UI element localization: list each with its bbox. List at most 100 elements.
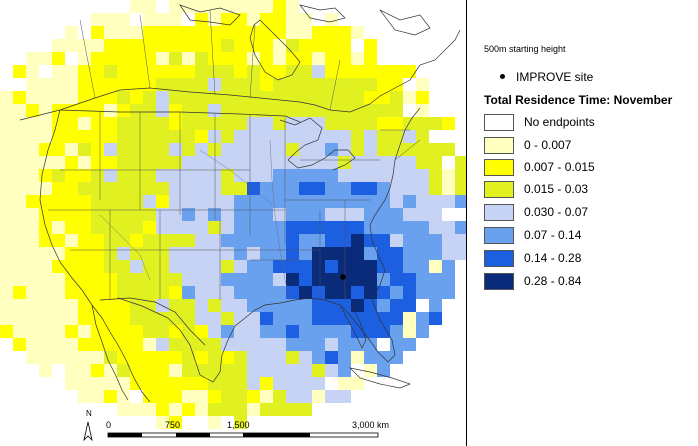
grid-cell — [325, 221, 338, 234]
grid-cell — [364, 234, 377, 247]
grid-cell — [247, 117, 260, 130]
grid-cell — [416, 91, 429, 104]
grid-cell — [39, 104, 52, 117]
grid-cell — [312, 91, 325, 104]
grid-cell — [117, 13, 130, 26]
grid-cell — [377, 143, 390, 156]
grid-cell — [182, 208, 195, 221]
grid-cell — [195, 234, 208, 247]
grid-cell — [208, 156, 221, 169]
grid-cell — [273, 26, 286, 39]
scale-tick-750: 750 — [165, 420, 180, 430]
grid-cell — [416, 78, 429, 91]
grid-cell — [156, 234, 169, 247]
grid-cell — [0, 234, 13, 247]
grid-cell — [221, 208, 234, 221]
grid-cell — [65, 26, 78, 39]
grid-cell — [65, 117, 78, 130]
grid-cell — [390, 143, 403, 156]
grid-cell — [260, 364, 273, 377]
grid-cell — [312, 377, 325, 390]
grid-cell — [312, 364, 325, 377]
grid-cell — [455, 156, 466, 169]
grid-cell — [455, 182, 466, 195]
grid-cell — [234, 104, 247, 117]
grid-cell — [208, 169, 221, 182]
grid-cell — [325, 182, 338, 195]
grid-cell — [78, 156, 91, 169]
grid-cell — [416, 130, 429, 143]
grid-cell — [91, 39, 104, 52]
grid-cell — [273, 156, 286, 169]
grid-cell — [65, 130, 78, 143]
grid-cell — [182, 390, 195, 403]
grid-cell — [442, 195, 455, 208]
grid-cell — [52, 247, 65, 260]
grid-cell — [338, 143, 351, 156]
grid-cell — [39, 195, 52, 208]
grid-cell — [117, 338, 130, 351]
grid-cell — [13, 65, 26, 78]
grid-cell — [299, 182, 312, 195]
grid-cell — [117, 104, 130, 117]
grid-cell — [91, 13, 104, 26]
grid-cell — [299, 195, 312, 208]
legend-swatch — [484, 159, 514, 176]
grid-cell — [91, 156, 104, 169]
grid-cell — [78, 130, 91, 143]
grid-cell — [377, 312, 390, 325]
grid-cell — [377, 156, 390, 169]
grid-cell — [91, 377, 104, 390]
grid-cell — [273, 390, 286, 403]
grid-cell — [273, 364, 286, 377]
grid-cell — [247, 195, 260, 208]
grid-cell — [104, 351, 117, 364]
grid-cell — [78, 247, 91, 260]
grid-cell — [221, 195, 234, 208]
grid-cell — [143, 247, 156, 260]
grid-cell — [325, 65, 338, 78]
grid-cell — [442, 143, 455, 156]
grid-cell — [91, 364, 104, 377]
grid-cell — [221, 13, 234, 26]
grid-cell — [260, 403, 273, 416]
grid-cell — [195, 39, 208, 52]
grid-cell — [65, 299, 78, 312]
grid-cell — [390, 208, 403, 221]
grid-cell — [260, 117, 273, 130]
grid-cell — [104, 13, 117, 26]
grid-cell — [312, 39, 325, 52]
grid-cell — [338, 247, 351, 260]
grid-cell — [91, 338, 104, 351]
grid-cell — [169, 247, 182, 260]
grid-cell — [104, 39, 117, 52]
grid-cell — [273, 325, 286, 338]
grid-cell — [299, 26, 312, 39]
grid-cell — [78, 208, 91, 221]
grid-cell — [182, 130, 195, 143]
grid-cell — [130, 273, 143, 286]
grid-cell — [26, 273, 39, 286]
grid-cell — [234, 0, 247, 13]
grid-cell — [143, 91, 156, 104]
grid-cell — [52, 52, 65, 65]
grid-cell — [286, 52, 299, 65]
grid-cell — [156, 91, 169, 104]
grid-cell — [403, 221, 416, 234]
grid-cell — [0, 104, 13, 117]
grid-cell — [195, 351, 208, 364]
grid-cell — [273, 299, 286, 312]
grid-cell — [91, 143, 104, 156]
grid-cell — [312, 52, 325, 65]
grid-cell — [195, 195, 208, 208]
grid-cell — [195, 273, 208, 286]
grid-cell — [312, 247, 325, 260]
grid-cell — [195, 169, 208, 182]
grid-cell — [299, 78, 312, 91]
grid-cell — [169, 390, 182, 403]
grid-cell — [390, 325, 403, 338]
grid-cell — [65, 195, 78, 208]
grid-cell — [299, 117, 312, 130]
grid-cell — [78, 169, 91, 182]
grid-cell — [221, 156, 234, 169]
